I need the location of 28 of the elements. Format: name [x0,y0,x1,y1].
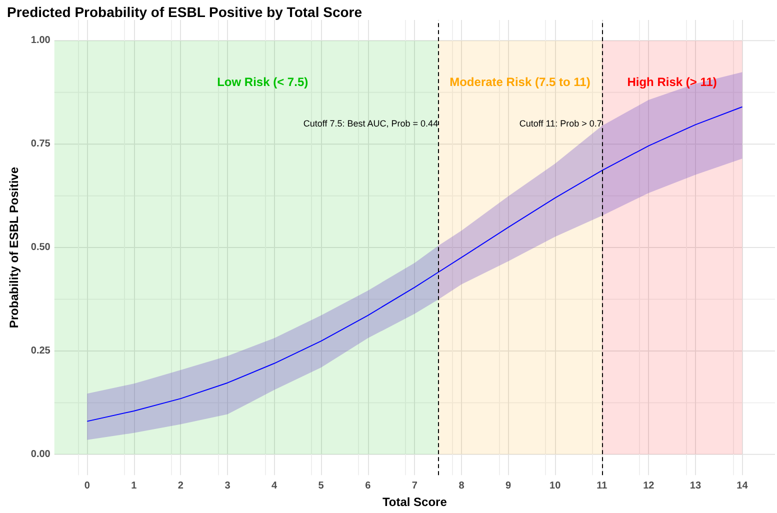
x-tick-label: 0 [84,480,90,492]
x-tick-label: 11 [596,480,608,492]
x-tick-label: 7 [412,480,418,492]
x-tick-label: 6 [365,480,372,492]
x-axis-title: Total Score [382,495,448,509]
x-tick-label: 10 [550,480,562,492]
ref-line-label: Cutoff 7.5: Best AUC, Prob = 0.44 [303,118,438,128]
y-axis-title: Probability of ESBL Positive [7,166,21,328]
chart-title: Predicted Probability of ESBL Positive by Total Score [7,4,362,20]
x-tick-label: 3 [224,480,231,492]
band-label: High Risk (> 11) [627,75,717,90]
y-tick-label: 0.75 [30,138,51,150]
x-tick-label: 13 [690,480,702,492]
y-tick-label: 0.25 [30,345,51,356]
x-tick-label: 4 [272,480,278,492]
x-tick-label: 14 [736,480,748,492]
x-tick-label: 1 [131,480,138,492]
y-tick-label: 0.50 [30,242,51,254]
x-tick-label: 5 [318,480,324,492]
x-tick-label: 2 [178,480,184,492]
x-tick-label: 9 [505,480,512,492]
y-tick-label: 0.00 [30,448,51,460]
x-tick-label: 12 [643,480,655,492]
band-label: Moderate Risk (7.5 to 11) [450,75,590,90]
y-tick-label: 1.00 [30,35,51,46]
x-tick-label: 8 [458,480,465,492]
band-label: Low Risk (< 7.5) [217,75,308,90]
ref-line-label: Cutoff 11: Prob > 0.7 [519,118,602,128]
